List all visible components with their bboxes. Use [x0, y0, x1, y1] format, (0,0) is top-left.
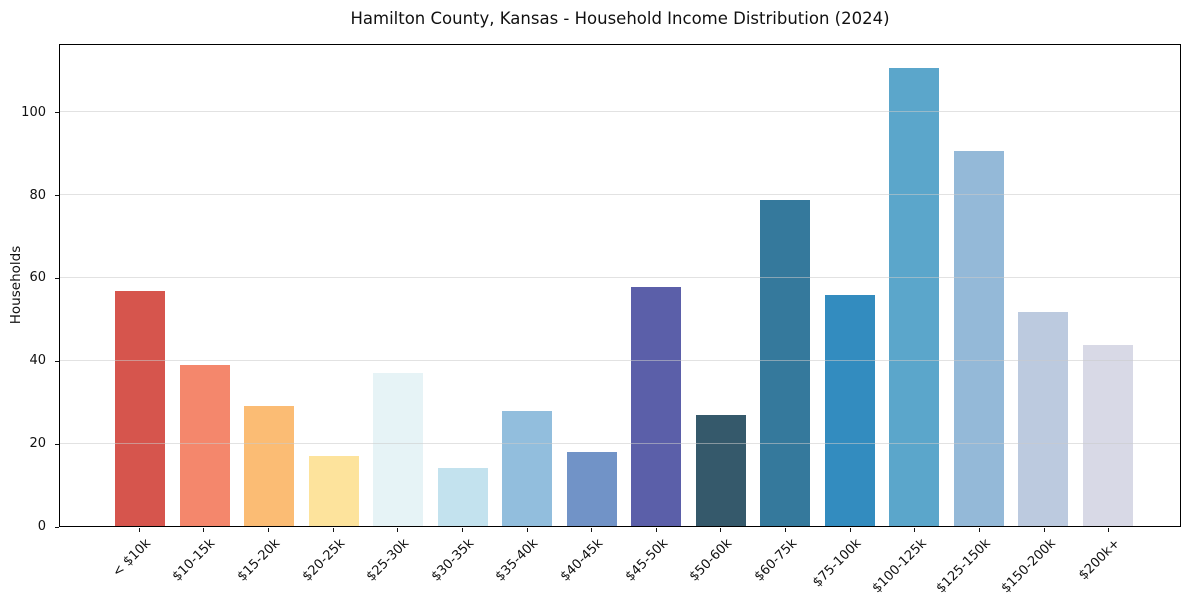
bar-slot [237, 45, 302, 526]
bar [631, 286, 682, 526]
y-tick-label: 60 [29, 270, 46, 286]
bar-slot [366, 45, 431, 526]
bar-slot [302, 45, 367, 526]
x-tick-label: $20-25k [299, 536, 348, 585]
x-tick-mark [1043, 528, 1045, 532]
x-tick-mark [720, 528, 722, 532]
y-axis: 0 20 40 60 80 100 [0, 44, 59, 534]
x-tick-label: $25-30k [363, 536, 413, 585]
bar-slot [753, 45, 818, 526]
x-tick-mark [397, 528, 399, 532]
y-tick-label: 0 [37, 519, 46, 534]
y-tick-label: 80 [29, 187, 46, 203]
x-tick-mark [914, 528, 916, 532]
y-tick-mark [55, 195, 59, 197]
x-tick-mark [1108, 528, 1110, 532]
x-tick-label: $50-60k [687, 536, 736, 585]
bar-slot [560, 45, 625, 526]
bar [824, 295, 875, 526]
y-tick-mark [55, 112, 59, 114]
x-tick-label: $60-75k [751, 536, 801, 585]
x-tick-label: $45-50k [622, 536, 671, 585]
x-tick-label: $75-100k [810, 536, 865, 591]
x-tick-mark [138, 528, 140, 532]
bar-slot [1011, 45, 1076, 526]
bar-slot [108, 45, 173, 526]
bar-slot [173, 45, 238, 526]
x-tick-mark [332, 528, 334, 532]
bar [1018, 311, 1069, 526]
x-tick-mark [978, 528, 980, 532]
y-tick-label: 100 [21, 104, 46, 120]
x-axis: < $10k $10-15k $15-20k $20-25k $25-30k $30-35… [59, 527, 1181, 596]
x-tick-label: $10-15k [170, 536, 219, 585]
bar-slot [818, 45, 883, 526]
x-tick-mark [526, 528, 528, 532]
x-tick-label: $15-20k [234, 536, 284, 585]
x-tick-mark [591, 528, 593, 532]
x-tick-mark [203, 528, 205, 532]
bar [695, 414, 746, 526]
bar-slot [882, 45, 947, 526]
x-tick-label: $100-125k [869, 536, 930, 596]
y-tick-mark [55, 526, 59, 528]
x-tick-mark [461, 528, 463, 532]
x-tick-label: $40-45k [557, 536, 607, 585]
bar-slot [624, 45, 689, 526]
bar [244, 406, 295, 526]
bar [889, 68, 940, 526]
bar [502, 410, 553, 526]
y-tick-mark [55, 360, 59, 362]
x-tick-mark [268, 528, 270, 532]
bar [179, 365, 230, 526]
x-tick-label: $125-150k [933, 536, 995, 596]
x-tick-label: $150-200k [998, 536, 1059, 596]
y-tick-label: 20 [29, 436, 46, 452]
bar [953, 150, 1004, 526]
bar [437, 468, 488, 526]
x-tick-mark [785, 528, 787, 532]
plot-area [59, 44, 1181, 527]
bar [308, 455, 359, 526]
bars-container [60, 45, 1180, 526]
bar [566, 451, 617, 526]
bar-slot [431, 45, 496, 526]
bar [1082, 344, 1133, 526]
bar [115, 290, 166, 526]
y-tick-mark [55, 277, 59, 279]
bar-slot [1076, 45, 1141, 526]
x-tick-mark [849, 528, 851, 532]
bar [373, 373, 424, 526]
x-tick-label: < $10k [109, 536, 154, 581]
y-tick-mark [55, 443, 59, 445]
bar [760, 200, 811, 526]
x-tick-label: $35-40k [493, 536, 542, 585]
x-tick-label: $30-35k [428, 536, 478, 585]
bar-slot [947, 45, 1012, 526]
y-tick-label: 40 [29, 353, 46, 369]
chart-title: Hamilton County, Kansas - Household Inco… [350, 9, 890, 28]
x-tick-mark [655, 528, 657, 532]
x-tick-label: $200k+ [1076, 536, 1124, 584]
bar-slot [495, 45, 560, 526]
bar-slot [689, 45, 754, 526]
